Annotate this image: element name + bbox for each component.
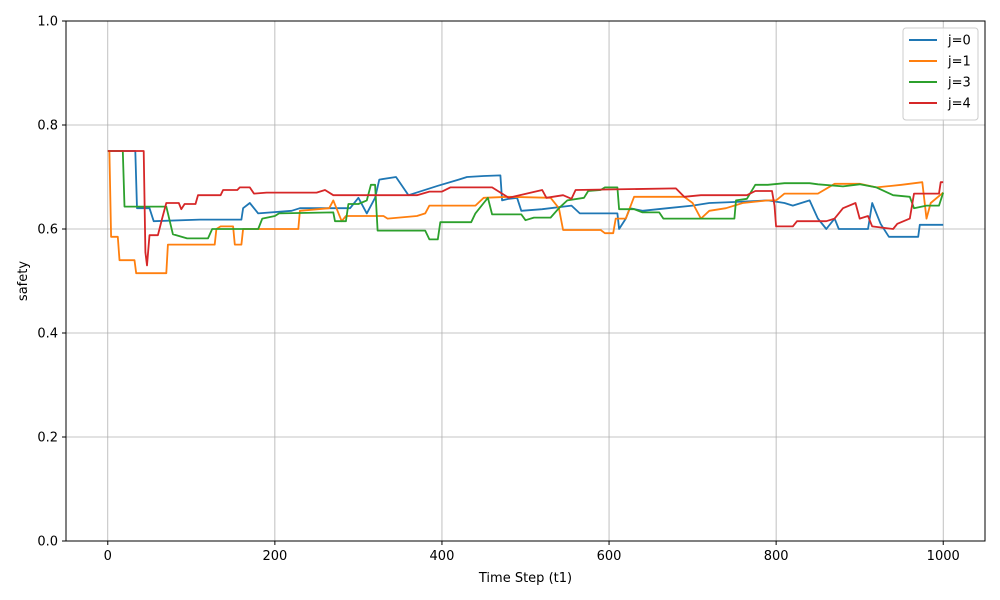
y-tick-label: 0.8: [37, 119, 58, 134]
y-axis-ticks: 0.0 0.2 0.4 0.6 0.8 1.0: [37, 15, 66, 550]
x-tick-label: 0: [104, 549, 112, 564]
series-lines: [107, 150, 945, 275]
y-tick-label: 0.2: [37, 431, 58, 446]
legend-box: [902, 27, 979, 121]
y-tick-label: 1.0: [37, 15, 58, 30]
x-tick-label: 600: [597, 549, 622, 564]
y-tick-label: 0.6: [37, 223, 58, 238]
x-tick-label: 200: [262, 549, 287, 564]
legend: j=0 j=1 j=3 j=4: [902, 27, 979, 121]
legend-label-j=3: j=3: [947, 76, 971, 91]
x-axis-ticks: 0 200 400 600 800 1000: [104, 541, 960, 564]
series-line-j=0: [107, 150, 944, 238]
legend-label-j=1: j=1: [947, 55, 971, 70]
series-line-j=4: [107, 150, 944, 267]
legend-label-j=4: j=4: [947, 97, 971, 112]
x-axis-label: Time Step (t1): [478, 571, 572, 586]
plot-frame: [65, 20, 986, 542]
series-line-j=3: [107, 150, 945, 241]
y-axis-label: safety: [16, 261, 31, 301]
legend-label-j=0: j=0: [947, 34, 971, 49]
x-tick-label: 400: [430, 549, 455, 564]
x-tick-label: 800: [764, 549, 789, 564]
y-tick-label: 0.4: [37, 327, 58, 342]
series-line-j=1: [107, 150, 944, 275]
y-tick-label: 0.0: [37, 535, 58, 550]
x-tick-label: 1000: [927, 549, 960, 564]
